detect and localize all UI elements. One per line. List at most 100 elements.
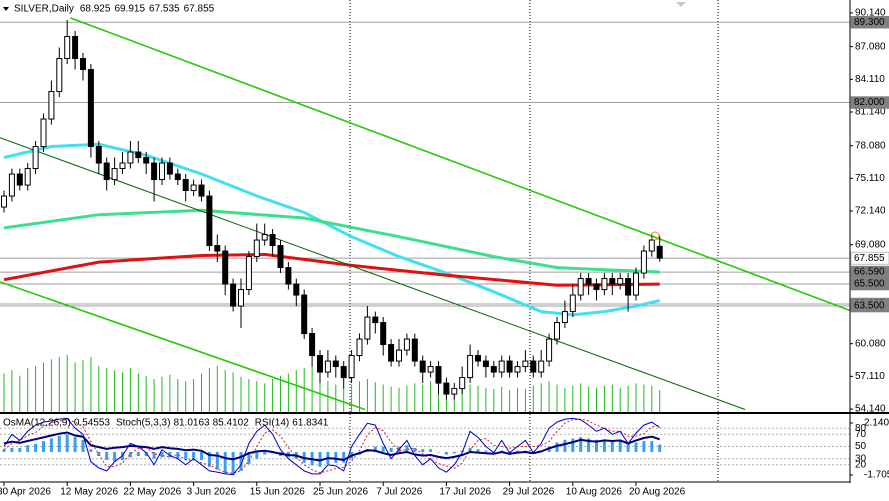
osma-bar (444, 451, 448, 455)
y-tick-label: -1.70515 (864, 470, 889, 481)
osma-bar (128, 451, 132, 458)
candle-body (640, 250, 647, 274)
candle-body (56, 58, 63, 93)
osma-bar (555, 442, 559, 452)
candle-body (111, 168, 118, 181)
candle-body (190, 184, 197, 192)
indicator-pane (0, 417, 850, 476)
candle-body (230, 283, 237, 307)
candle-body (633, 272, 639, 296)
osma-bar (263, 451, 267, 455)
osma-bar (571, 438, 575, 452)
osma-bar (97, 451, 101, 457)
candle-body (317, 355, 323, 373)
candle-body (1, 195, 7, 208)
osma-bar (579, 437, 583, 452)
candle-body (103, 162, 110, 181)
osma-bar (168, 451, 172, 458)
osma-bar (429, 449, 433, 452)
candle-body (40, 118, 47, 148)
osma-bar (634, 442, 638, 452)
osma-bar (215, 451, 219, 470)
candle-body (403, 338, 410, 351)
trend-line (0, 281, 366, 411)
candle-body (309, 333, 316, 357)
candle-body (577, 278, 584, 296)
osma-bar (563, 439, 567, 452)
indicator-header: 85.4102 (213, 418, 250, 429)
candle-body (206, 195, 213, 247)
osma-bar (57, 435, 61, 452)
level-label: 89.300 (854, 17, 885, 28)
candle-body (396, 349, 402, 362)
osma-bar (152, 451, 156, 459)
candle-body (364, 316, 371, 340)
candle-body (32, 146, 39, 170)
candle-body (166, 162, 173, 175)
osma-bar (26, 445, 30, 452)
osma-bar (642, 441, 646, 452)
labels: SILVER,Daily 68.925 69.915 67.535 67.855 90.1… (0, 4, 889, 498)
candle-body (348, 355, 355, 379)
osma-bar (602, 439, 606, 452)
candle-body (388, 344, 395, 362)
osma-bar (2, 449, 6, 452)
osma-bar (105, 451, 109, 461)
candle-body (72, 36, 79, 60)
candle-body (585, 278, 592, 285)
candle-body (490, 366, 497, 373)
level-label: 65.500 (854, 279, 885, 290)
candle-body (277, 245, 284, 269)
candle-body (601, 278, 608, 291)
osma-bar (381, 446, 385, 452)
stoch-signal (3, 418, 660, 474)
candle-body (261, 234, 268, 241)
y-tick-label: 87.080 (855, 41, 886, 52)
y2-tick-label: 30 (855, 453, 867, 464)
candle-body (87, 69, 94, 148)
y2-tick-label: 80 (855, 423, 867, 434)
y2-tick-label: 70 (855, 429, 867, 440)
candle-body (95, 146, 102, 164)
candle-body (222, 250, 229, 285)
candle-body (467, 355, 474, 379)
osma-bar (389, 447, 393, 452)
candle-body (356, 338, 363, 357)
rsi-line (3, 431, 661, 462)
candle-body (143, 157, 150, 164)
candle-body (538, 360, 545, 373)
y-tick-label: 90.140 (855, 8, 886, 19)
indicator-header: RSI(14) (255, 418, 289, 429)
osma-bar (342, 451, 346, 463)
y2-tick-label: 20 (855, 459, 867, 470)
candle-body (522, 360, 529, 368)
candle-body (214, 245, 221, 252)
x-tick-label: 10 Aug 2026 (566, 487, 623, 498)
osma-bar (10, 447, 14, 452)
indicator-header: Stoch(5,3,3) (116, 418, 170, 429)
header-value: 67.535 (149, 4, 180, 15)
x-tick-label: 15 Jun 2026 (250, 487, 305, 498)
x-tick-label: 30 Apr 2026 (0, 487, 51, 498)
y-tick-label: 60.080 (855, 338, 886, 349)
candle-body (340, 366, 347, 379)
x-tick-label: 29 Jul 2026 (503, 487, 555, 498)
candle-body (530, 360, 537, 373)
osma-bar (207, 451, 211, 467)
osma-bar (516, 450, 519, 452)
level-label-box (850, 96, 889, 109)
indicator-header: 0.54553 (74, 418, 111, 429)
osma-bar (421, 449, 425, 452)
osma-bar (81, 439, 85, 452)
candle-body (48, 91, 55, 120)
candle-body (127, 151, 134, 164)
axes (0, 0, 889, 483)
y-tick-label: 75.110 (855, 173, 885, 184)
osma-bar (34, 443, 38, 452)
trend-line (0, 137, 746, 410)
y-tick-label: 69.080 (855, 239, 886, 250)
candle-body (238, 289, 244, 307)
osma-bar (73, 437, 77, 452)
